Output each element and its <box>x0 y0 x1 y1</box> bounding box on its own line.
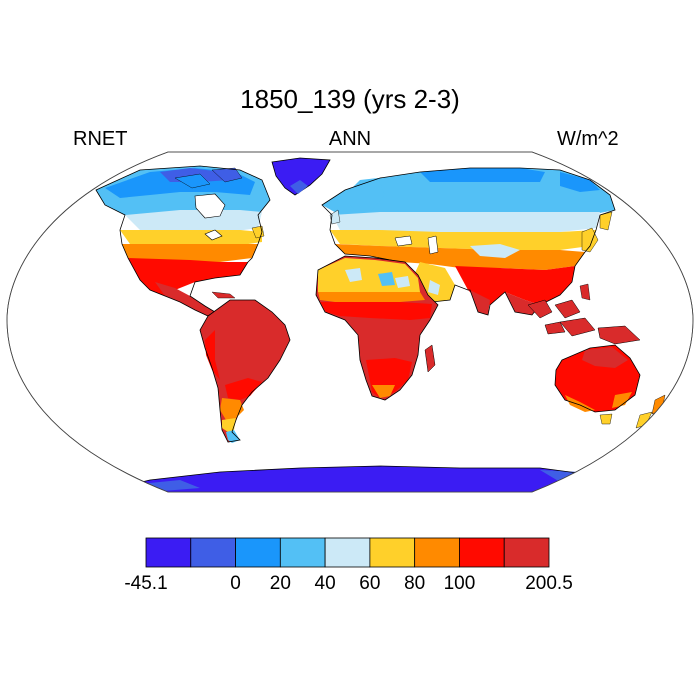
colorbar-tick-label: 80 <box>404 573 426 594</box>
colorbar-tick-label: 60 <box>359 573 381 594</box>
colorbar-swatch <box>235 537 281 568</box>
map-frame <box>6 151 694 493</box>
colorbar-tick-label: 40 <box>314 573 336 594</box>
oceania-region <box>527 283 666 429</box>
units-label: W/m^2 <box>557 128 619 150</box>
north-america-region <box>95 165 271 317</box>
colorbar-tick-label: -45.1 <box>124 573 168 594</box>
africa-region <box>315 255 439 401</box>
colorbar-tick-label: 0 <box>230 573 241 594</box>
eurasia-region <box>321 167 616 316</box>
plot-title: 1850_139 (yrs 2-3) <box>240 84 460 114</box>
colorbar-swatch <box>279 537 326 568</box>
colorbar-tick-label: 100 <box>443 573 476 594</box>
variable-label: RNET <box>73 128 128 150</box>
south-america-region <box>199 299 291 443</box>
colorbar-swatch <box>459 537 505 568</box>
season-label: ANN <box>328 128 372 150</box>
colorbar-tick-label: 200.5 <box>525 573 573 594</box>
colorbar-swatch <box>369 537 416 568</box>
colorbar-swatch <box>324 537 371 568</box>
greenland-region <box>271 157 331 196</box>
colorbar-swatch <box>503 537 550 568</box>
colorbar-swatch <box>145 537 192 568</box>
colorbar-swatch <box>190 537 236 568</box>
colorbar-swatch <box>414 537 460 568</box>
colorbar-tick-label: 20 <box>269 573 291 594</box>
